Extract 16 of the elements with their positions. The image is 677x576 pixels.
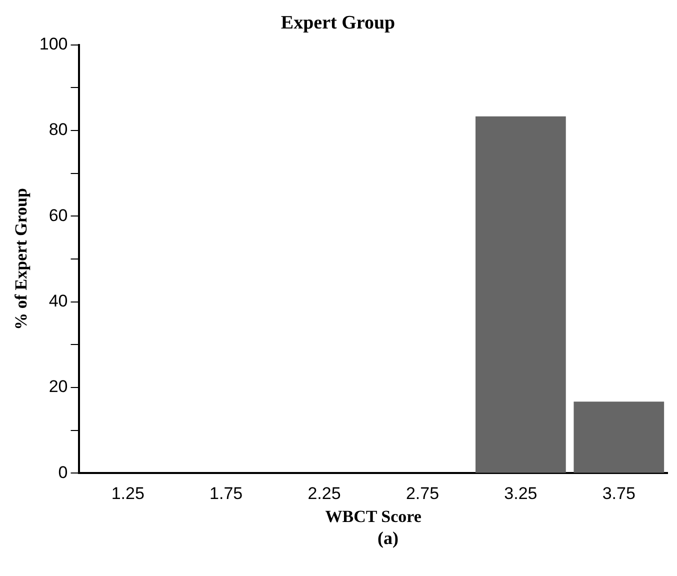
y-tick-label: 0 xyxy=(58,462,68,482)
x-tick-label: 1.25 xyxy=(111,484,144,504)
y-tick-label: 20 xyxy=(48,377,68,396)
x-axis-title: WBCT Score xyxy=(325,507,422,526)
chart-title: Expert Group xyxy=(280,12,396,34)
x-tick-label: 2.75 xyxy=(406,484,440,504)
x-tick-label: 3.25 xyxy=(504,484,538,504)
text: (a) xyxy=(376,528,400,549)
x-tick-label: 2.25 xyxy=(308,484,341,504)
y-tick-label: 80 xyxy=(48,120,68,140)
y-tick-label: 40 xyxy=(48,292,68,311)
y-tick-label: 60 xyxy=(48,206,68,225)
y-axis-title: % of Expert Group xyxy=(12,188,31,330)
x-tick-label: 1.75 xyxy=(210,484,243,504)
x-tick-label: 3.75 xyxy=(602,484,636,504)
y-tick-label: 100 xyxy=(39,34,68,54)
